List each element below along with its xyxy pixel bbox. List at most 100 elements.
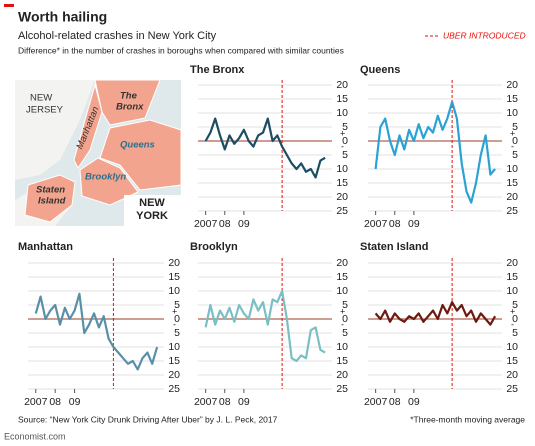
plus-sign: + <box>510 306 515 316</box>
line <box>374 301 497 326</box>
y-tick-label: 25 <box>506 205 518 217</box>
map-brooklyn <box>79 157 139 206</box>
x-tick-label: 2007 <box>194 396 218 408</box>
minus-sign: - <box>341 319 344 329</box>
map: NEW JERSEY The Bronx Manhattan Queens Br… <box>15 79 182 226</box>
y-tick-label: 20 <box>506 257 518 269</box>
y-tick-label: 5 <box>512 327 518 339</box>
y-tick-label: 20 <box>506 191 518 203</box>
title: Worth hailing <box>18 9 107 25</box>
map-label: Island <box>38 196 66 207</box>
y-tick-label: 10 <box>168 285 180 297</box>
y-tick-label: 10 <box>336 107 348 119</box>
y-tick-label: 25 <box>336 205 348 217</box>
map-queens <box>99 119 182 191</box>
y-tick-label: 10 <box>336 285 348 297</box>
x-tick-label: 08 <box>219 218 231 230</box>
y-tick-label: 20 <box>506 79 518 91</box>
y-tick-label: 10 <box>506 341 518 353</box>
subtitle: Alcohol-related crashes in New York City <box>18 30 217 42</box>
y-tick-label: 20 <box>506 369 518 381</box>
y-tick-label: 15 <box>336 271 348 283</box>
panel-title: Brooklyn <box>190 241 238 253</box>
x-tick-label: 08 <box>49 396 61 408</box>
minus-sign: - <box>511 319 514 329</box>
y-tick-label: 10 <box>336 341 348 353</box>
legend-label: UBER INTRODUCED <box>443 30 526 40</box>
x-tick-label: 09 <box>408 218 420 230</box>
map-label: Staten <box>36 185 65 196</box>
map-label: JERSEY <box>26 105 64 116</box>
footnote: *Three-month moving average <box>410 414 525 424</box>
y-tick-label: 20 <box>336 191 348 203</box>
plus-sign: + <box>340 128 345 138</box>
y-tick-label: 10 <box>168 341 180 353</box>
panel-title: Queens <box>360 64 400 76</box>
y-tick-label: 25 <box>506 383 518 395</box>
map-label-box <box>124 195 181 226</box>
y-tick-label: 5 <box>342 149 348 161</box>
y-tick-label: 0 <box>512 135 518 147</box>
y-tick-label: 0 <box>342 135 348 147</box>
brand-bar <box>4 4 14 7</box>
map-label: Bronx <box>116 102 144 113</box>
y-tick-label: 15 <box>168 355 180 367</box>
y-tick-label: 20 <box>336 369 348 381</box>
minus-sign: - <box>511 141 514 151</box>
panel-title: Manhattan <box>18 241 73 253</box>
x-tick-label: 2007 <box>364 396 388 408</box>
panel-title: Staten Island <box>360 241 428 253</box>
description: Difference* in the number of crashes in … <box>18 45 344 55</box>
y-tick-label: 25 <box>336 383 348 395</box>
plus-sign: + <box>510 128 515 138</box>
y-tick-label: 5 <box>342 327 348 339</box>
y-tick-label: 20 <box>168 369 180 381</box>
y-tick-label: 20 <box>336 79 348 91</box>
x-tick-label: 2007 <box>194 218 218 230</box>
map-label: Brooklyn <box>85 172 126 183</box>
map-label: Queens <box>120 140 155 151</box>
y-tick-label: 5 <box>512 121 518 133</box>
map-label: The <box>120 91 138 102</box>
map-label: NEW <box>30 93 52 104</box>
map-staten-island <box>24 174 76 223</box>
y-tick-label: 5 <box>512 149 518 161</box>
y-tick-label: 5 <box>342 299 348 311</box>
source: Source: “New York City Drunk Driving Aft… <box>18 414 278 424</box>
panel-title: The Bronx <box>190 64 245 76</box>
x-tick-label: 09 <box>238 396 250 408</box>
brand: Economist.com <box>4 431 66 441</box>
x-tick-label: 09 <box>408 396 420 408</box>
minus-sign: - <box>341 141 344 151</box>
plus-sign: + <box>340 306 345 316</box>
y-tick-label: 20 <box>336 257 348 269</box>
y-tick-label: 5 <box>512 299 518 311</box>
x-tick-label: 08 <box>389 396 401 408</box>
y-tick-label: 25 <box>168 383 180 395</box>
x-tick-label: 08 <box>219 396 231 408</box>
y-tick-label: 15 <box>336 177 348 189</box>
y-tick-label: 10 <box>506 163 518 175</box>
y-tick-label: 15 <box>336 355 348 367</box>
y-tick-label: 10 <box>336 163 348 175</box>
y-tick-label: 20 <box>168 257 180 269</box>
x-tick-label: 2007 <box>24 396 48 408</box>
y-tick-label: 15 <box>506 355 518 367</box>
line <box>204 117 326 179</box>
line <box>34 292 159 371</box>
y-tick-label: 5 <box>174 299 180 311</box>
map-label: NEW <box>139 197 165 209</box>
map-label: YORK <box>136 210 168 222</box>
y-tick-label: 10 <box>506 285 518 297</box>
y-tick-label: 0 <box>174 313 180 325</box>
y-tick-label: 10 <box>506 107 518 119</box>
map-new-jersey <box>15 80 95 180</box>
x-tick-label: 09 <box>69 396 81 408</box>
y-tick-label: 15 <box>506 93 518 105</box>
x-tick-label: 2007 <box>364 218 388 230</box>
y-tick-label: 15 <box>168 271 180 283</box>
y-tick-label: 0 <box>512 313 518 325</box>
y-tick-label: 5 <box>342 121 348 133</box>
y-tick-label: 15 <box>506 177 518 189</box>
